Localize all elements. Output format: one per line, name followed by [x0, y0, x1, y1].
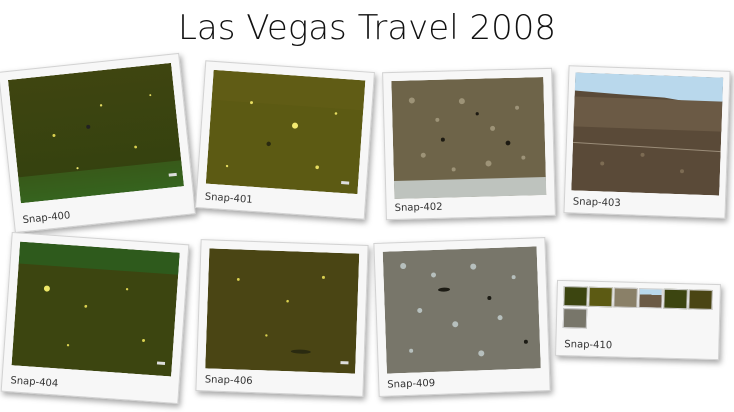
photo-texture [571, 72, 724, 196]
thumbnail[interactable] [613, 287, 638, 308]
photo-image [382, 246, 541, 374]
photo-card-snap-406[interactable]: Snap-406 [195, 239, 369, 397]
photo-caption: Snap-410 [564, 339, 613, 352]
photo-caption: Snap-409 [387, 377, 436, 391]
photo-card-snap-402[interactable]: Snap-402 [382, 67, 556, 221]
photo-card-snap-403[interactable]: Snap-403 [563, 65, 731, 219]
thumbnail[interactable] [588, 286, 613, 308]
photo-image [11, 241, 180, 377]
photo-card-snap-401[interactable]: Snap-401 [195, 60, 375, 220]
thumbnail-grid [562, 286, 714, 329]
photo-card-snap-409[interactable]: Snap-409 [373, 237, 551, 397]
photo-texture [11, 241, 180, 377]
photo-texture [7, 62, 184, 204]
thumbnail[interactable] [663, 288, 688, 310]
photo-caption: Snap-401 [204, 191, 253, 206]
photo-image [205, 248, 360, 374]
thumbnail[interactable] [563, 286, 588, 307]
photo-caption: Snap-404 [10, 375, 59, 390]
photo-card-snap-400[interactable]: Snap-400 [0, 52, 196, 234]
thumbnail[interactable] [638, 288, 663, 309]
photo-texture [391, 77, 547, 199]
photo-image [7, 62, 184, 204]
page-title: Las Vegas Travel 2008 [177, 8, 556, 48]
photo-card-snap-410[interactable]: Snap-410 [555, 279, 721, 361]
thumbnail[interactable] [688, 289, 713, 310]
photo-caption: Snap-400 [22, 210, 71, 227]
photo-texture [382, 246, 541, 374]
photo-texture [205, 248, 360, 374]
photo-image [205, 69, 366, 195]
photo-caption: Snap-406 [204, 374, 253, 388]
photo-texture [205, 69, 366, 195]
photo-image [571, 72, 724, 196]
thumbnail[interactable] [562, 308, 588, 329]
photo-image [391, 77, 547, 199]
photo-caption: Snap-402 [394, 201, 443, 214]
photo-caption: Snap-403 [572, 196, 621, 210]
photo-card-snap-404[interactable]: Snap-404 [0, 231, 190, 405]
